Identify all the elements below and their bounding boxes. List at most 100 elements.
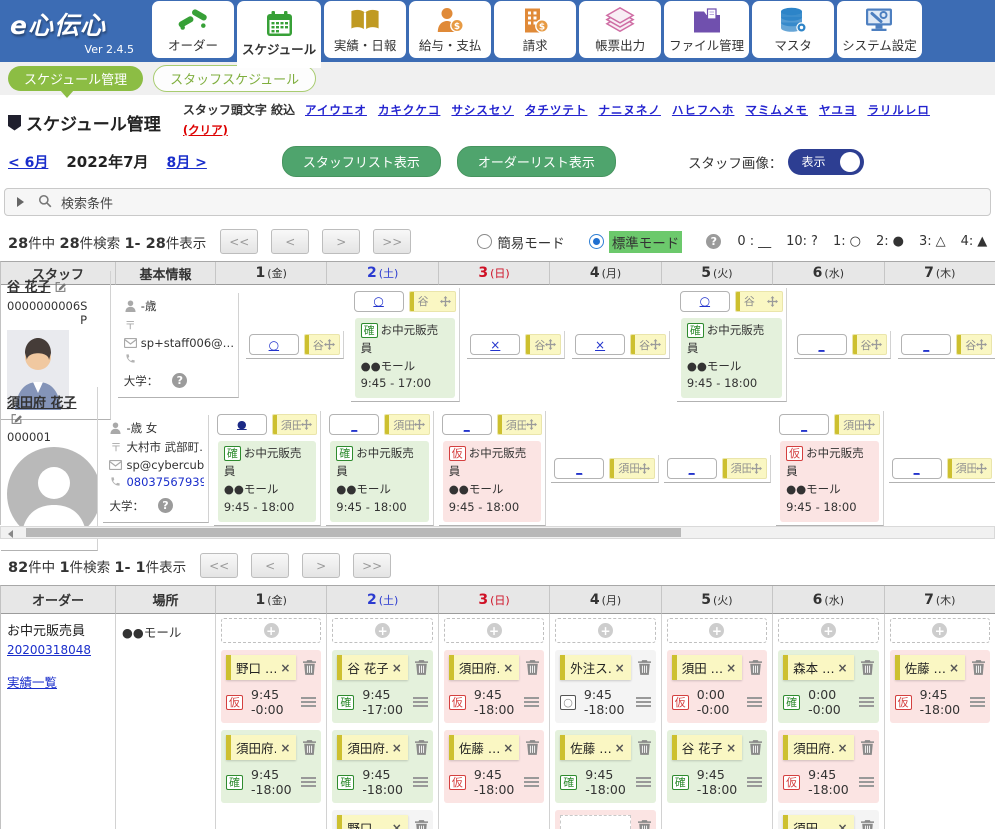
pager-prev-button[interactable]: < (271, 229, 310, 254)
nav-tab-schedule[interactable]: スケジュール (237, 1, 322, 68)
assignment-chip-empty[interactable] (560, 815, 631, 829)
trash-icon[interactable] (749, 660, 763, 675)
status-button[interactable]: _ (891, 457, 942, 479)
nav-tab-payroll[interactable]: $ 給与・支払 (409, 1, 492, 58)
trash-icon[interactable] (637, 660, 651, 675)
nav-tab-system-settings[interactable]: システム設定 (837, 1, 922, 58)
pager-prev-button[interactable]: < (251, 553, 290, 578)
help-icon[interactable]: ? (706, 234, 722, 249)
drag-handle-icon[interactable] (747, 777, 763, 787)
help-icon[interactable]: ? (157, 498, 173, 513)
results-list-link[interactable]: 実績一覧 (7, 675, 58, 690)
assignment-chip[interactable]: 佐藤 … × (894, 655, 965, 680)
close-icon[interactable]: × (614, 740, 625, 755)
kana-filter-link[interactable]: ハヒフヘホ (671, 103, 735, 117)
close-icon[interactable]: × (948, 660, 959, 675)
edit-icon[interactable] (54, 278, 67, 297)
trash-icon[interactable] (414, 660, 428, 675)
staff-chip[interactable]: 須田府 (384, 414, 430, 436)
add-assignment-button[interactable]: + (332, 618, 433, 643)
scrollbar-thumb[interactable] (26, 528, 681, 537)
pager-last-button[interactable]: >> (373, 229, 412, 254)
drag-handle-icon[interactable] (524, 777, 540, 787)
status-button[interactable]: ○ (248, 334, 299, 355)
filter-clear-link[interactable]: (クリア) (182, 123, 228, 137)
staff-chip[interactable]: 谷 (525, 334, 562, 355)
staff-image-toggle[interactable]: 表示 (788, 148, 865, 175)
close-icon[interactable]: × (503, 740, 514, 755)
assignment-chip[interactable]: 須田府…× (448, 655, 520, 680)
drag-handle-icon[interactable] (747, 697, 763, 707)
close-icon[interactable]: × (837, 740, 848, 755)
nav-tab-order[interactable]: オーダー (152, 1, 234, 58)
kana-filter-link[interactable]: カキクケコ (377, 103, 441, 117)
nav-tab-file-management[interactable]: ファイル管理 (664, 1, 750, 58)
staff-chip[interactable]: 谷 (734, 290, 783, 312)
drag-handle-icon[interactable] (863, 419, 875, 431)
drag-handle-icon[interactable] (526, 419, 538, 431)
drag-handle-icon[interactable] (970, 697, 985, 707)
status-button[interactable]: _ (554, 457, 605, 479)
drag-handle-icon[interactable] (412, 697, 428, 707)
staff-chip[interactable]: 須田府 (946, 457, 993, 479)
status-button[interactable]: ○ (353, 290, 404, 312)
schedule-entry[interactable]: 確お中元販売員 ●●モール 9:45 - 17:00 (354, 317, 456, 399)
add-assignment-button[interactable]: + (555, 618, 656, 643)
order-list-button[interactable]: オーダーリスト表示 (456, 146, 616, 177)
trash-icon[interactable] (637, 740, 651, 755)
drag-handle-icon[interactable] (412, 777, 428, 787)
app-logo[interactable]: e心伝心 Ver 2.4.5 (0, 0, 152, 56)
assignment-chip[interactable]: 佐藤 … × (560, 735, 631, 760)
trash-icon[interactable] (303, 660, 317, 675)
drag-handle-icon[interactable] (440, 295, 452, 307)
mode-standard-radio[interactable]: 標準モード (588, 230, 683, 253)
close-icon[interactable]: × (280, 660, 291, 675)
status-button[interactable]: _ (329, 414, 380, 436)
drag-handle-icon[interactable] (301, 419, 313, 431)
schedule-entry[interactable]: 仮お中元販売員 ●●モール 9:45 - 18:00 (780, 441, 879, 522)
drag-handle-icon[interactable] (635, 697, 651, 707)
close-icon[interactable]: × (726, 660, 737, 675)
nav-tab-master[interactable]: マスタ (752, 1, 835, 58)
pager-last-button[interactable]: >> (353, 553, 392, 578)
trash-icon[interactable] (860, 660, 874, 675)
assignment-chip[interactable]: 外注ス…× (560, 655, 631, 680)
trash-icon[interactable] (637, 820, 651, 829)
status-button[interactable]: × (575, 334, 626, 355)
close-icon[interactable]: × (614, 660, 625, 675)
kana-filter-link[interactable]: ナニヌネノ (598, 103, 661, 117)
trash-icon[interactable] (526, 660, 540, 675)
assignment-chip[interactable]: 野口 … × (226, 655, 297, 680)
kana-filter-link[interactable]: タチツテト (524, 103, 588, 117)
staff-chip[interactable]: 須田府 (496, 414, 543, 436)
kana-filter-link[interactable]: アイウエオ (305, 103, 367, 117)
status-button[interactable]: _ (441, 414, 492, 436)
assignment-chip[interactable]: 野口 … × (337, 815, 408, 829)
trash-icon[interactable] (972, 660, 985, 675)
close-icon[interactable]: × (503, 660, 514, 675)
subnav-schedule-management[interactable]: スケジュール管理 (8, 66, 144, 98)
status-button[interactable]: _ (796, 334, 847, 355)
assignment-chip[interactable]: 須田 … × (671, 655, 743, 680)
status-button[interactable]: _ (779, 414, 830, 436)
staff-chip[interactable]: 谷 (408, 290, 457, 312)
drag-handle-icon[interactable] (751, 462, 763, 474)
close-icon[interactable]: × (391, 660, 402, 675)
trash-icon[interactable] (303, 740, 317, 755)
nav-tab-results-report[interactable]: 実績・日報 (324, 1, 407, 58)
assignment-chip[interactable]: 須田府…× (783, 735, 854, 760)
close-icon[interactable]: × (391, 820, 402, 829)
add-assignment-button[interactable]: + (666, 618, 768, 643)
staff-list-button[interactable]: スタッフリスト表示 (281, 146, 441, 177)
status-button[interactable]: ○ (679, 290, 730, 312)
kana-filter-link[interactable]: ヤユヨ (818, 103, 857, 117)
staff-chip[interactable]: 谷 (851, 334, 888, 355)
drag-handle-icon[interactable] (413, 419, 425, 431)
staff-chip[interactable]: 谷 (630, 334, 666, 355)
scroll-left-arrow-icon[interactable] (4, 529, 13, 538)
drag-handle-icon[interactable] (858, 777, 874, 787)
staff-chip[interactable]: 須田府 (721, 457, 768, 479)
schedule-entry[interactable]: 確お中元販売員 ●●モール 9:45 - 18:00 (330, 441, 429, 522)
subnav-staff-schedule[interactable]: スタッフスケジュール (153, 65, 317, 92)
assignment-chip[interactable]: 森本 … × (783, 655, 854, 680)
